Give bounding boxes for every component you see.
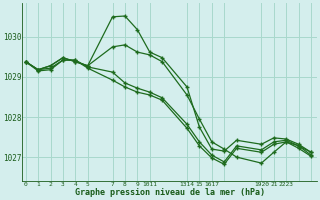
X-axis label: Graphe pression niveau de la mer (hPa): Graphe pression niveau de la mer (hPa) bbox=[75, 188, 265, 197]
